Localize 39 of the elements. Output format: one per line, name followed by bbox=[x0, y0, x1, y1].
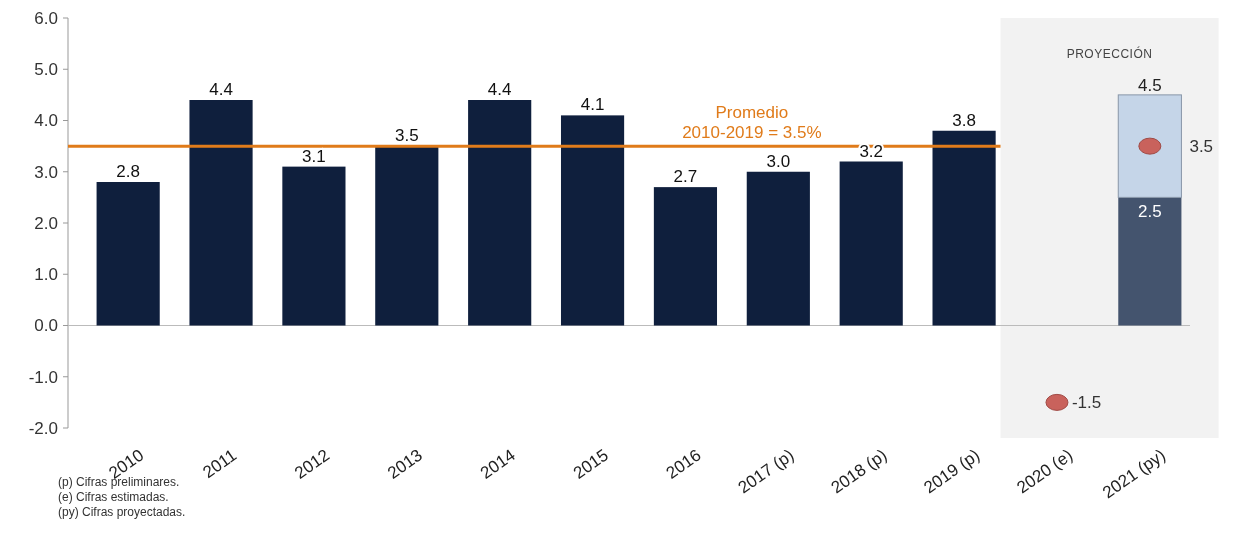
bar bbox=[1117, 94, 1182, 198]
bar bbox=[839, 161, 903, 326]
y-tick-label: 3.0 bbox=[34, 162, 58, 182]
bar bbox=[653, 187, 718, 326]
y-tick-label: 6.0 bbox=[34, 8, 58, 28]
y-tick-label: 0.0 bbox=[34, 316, 58, 336]
data-label: 4.4 bbox=[209, 80, 233, 99]
bar bbox=[1118, 197, 1182, 326]
total-label: 4.5 bbox=[1138, 75, 1162, 95]
text: (e) Cifras estimadas. bbox=[58, 490, 169, 504]
y-tick-label: -2.0 bbox=[28, 418, 58, 438]
bar bbox=[560, 115, 625, 326]
data-label: 2.7 bbox=[673, 167, 698, 187]
data-label: 3.8 bbox=[952, 110, 976, 130]
bar bbox=[282, 166, 346, 326]
y-tick-label: 5.0 bbox=[34, 60, 58, 80]
y-tick-label: 2.0 bbox=[34, 213, 58, 233]
y-tick-label: 4.0 bbox=[34, 111, 58, 131]
data-label: 3.5 bbox=[394, 126, 419, 146]
bar bbox=[932, 130, 996, 326]
data-label: 2.5 bbox=[1138, 202, 1162, 222]
y-tick-label: -1.0 bbox=[28, 367, 58, 387]
data-label: 4.1 bbox=[580, 95, 605, 115]
ref-line-label: Promedio 2010-2019 = 3.5% bbox=[682, 103, 822, 143]
bar bbox=[189, 100, 253, 326]
bar bbox=[96, 182, 160, 326]
bar bbox=[375, 146, 439, 326]
data-label: 4.4 bbox=[487, 80, 512, 99]
text: (py) Cifras proyectadas. bbox=[58, 505, 186, 519]
data-label: 2.8 bbox=[116, 162, 140, 181]
bar bbox=[746, 171, 810, 326]
bar bbox=[468, 100, 532, 326]
data-label: 3.0 bbox=[766, 151, 791, 171]
data-label: 3.1 bbox=[302, 146, 326, 166]
band-label: PROYECCIÓN bbox=[1066, 46, 1153, 61]
data-label: -1.5 bbox=[1071, 393, 1102, 413]
y-tick-label: 1.0 bbox=[34, 265, 58, 285]
x-tick-label: 2011 bbox=[199, 445, 241, 482]
data-label: 3.5 bbox=[1189, 137, 1214, 157]
